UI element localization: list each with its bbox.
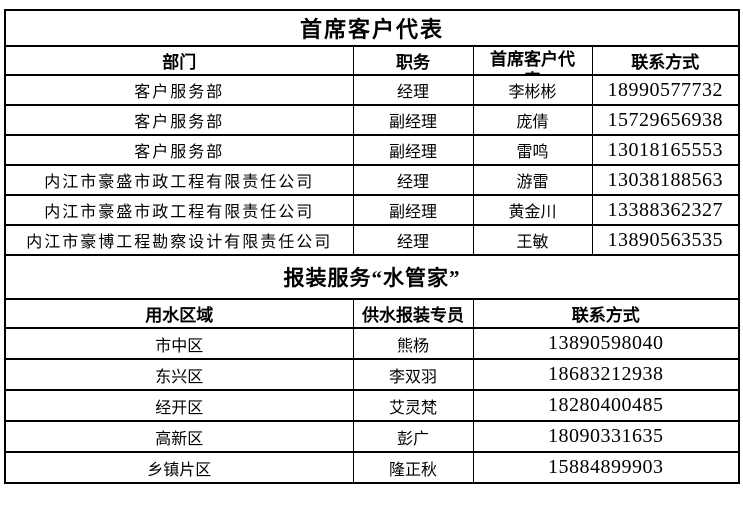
cell-phone: 18683212938 [472,359,740,390]
table-row: 客户服务部 经理 李彬彬 18990577732 [4,75,740,105]
cell-name: 黄金川 [472,195,593,225]
cell-name: 游雷 [472,165,593,195]
table-row: 东兴区 李双羽 18683212938 [4,359,740,390]
cell-name: 雷鸣 [472,135,593,165]
cell-position: 经理 [352,165,474,195]
table-row: 客户服务部 副经理 雷鸣 13018165553 [4,135,740,165]
cell-phone: 18990577732 [591,75,740,105]
cell-department: 内江市豪博工程勘察设计有限责任公司 [4,225,354,255]
table-row: 市中区 熊杨 13890598040 [4,328,740,359]
header-department: 部门 [4,46,354,75]
table1-header-row: 部门 职务 首席客户代表 联系方式 [4,46,740,75]
cell-phone: 13018165553 [591,135,740,165]
table-row: 客户服务部 副经理 庞倩 15729656938 [4,105,740,135]
cell-name: 庞倩 [472,105,593,135]
table-row: 内江市豪盛市政工程有限责任公司 副经理 黄金川 13388362327 [4,195,740,225]
cell-position: 副经理 [352,105,474,135]
cell-name: 李双羽 [352,359,474,390]
cell-phone: 13890598040 [472,328,740,359]
cell-area: 高新区 [4,421,354,452]
header-position: 职务 [352,46,474,75]
cell-name: 隆正秋 [352,452,474,483]
cell-name: 彭广 [352,421,474,452]
table2-title-row: 报装服务“水管家” [4,255,740,299]
table-row: 高新区 彭广 18090331635 [4,421,740,452]
cell-position: 经理 [352,75,474,105]
cell-department: 客户服务部 [4,75,354,105]
cell-phone: 15729656938 [591,105,740,135]
table-row: 经开区 艾灵梵 18280400485 [4,390,740,421]
cell-area: 东兴区 [4,359,354,390]
cell-phone: 13388362327 [591,195,740,225]
cell-phone: 18280400485 [472,390,740,421]
cell-name: 李彬彬 [472,75,593,105]
cell-name: 艾灵梵 [352,390,474,421]
table-row: 内江市豪盛市政工程有限责任公司 经理 游雷 13038188563 [4,165,740,195]
cell-department: 客户服务部 [4,135,354,165]
cell-phone: 13890563535 [591,225,740,255]
cell-position: 经理 [352,225,474,255]
header-contact: 联系方式 [591,46,740,75]
header-water-area: 用水区域 [4,299,354,328]
cell-phone: 13038188563 [591,165,740,195]
header-chief-rep: 首席客户代表 [472,46,593,75]
cell-name: 王敏 [472,225,593,255]
cell-area: 市中区 [4,328,354,359]
customer-service-contact-table: 首席客户代表 部门 职务 首席客户代表 联系方式 客户服务部 经理 李彬彬 18… [4,9,741,484]
cell-position: 副经理 [352,135,474,165]
table2-title: 报装服务“水管家” [4,255,740,299]
cell-department: 客户服务部 [4,105,354,135]
cell-department: 内江市豪盛市政工程有限责任公司 [4,165,354,195]
cell-phone: 18090331635 [472,421,740,452]
table1-title-row: 首席客户代表 [4,10,740,46]
cell-position: 副经理 [352,195,474,225]
table-row: 乡镇片区 隆正秋 15884899903 [4,452,740,483]
table1-title: 首席客户代表 [4,10,740,46]
cell-name: 熊杨 [352,328,474,359]
cell-phone: 15884899903 [472,452,740,483]
table2-header-row: 用水区域 供水报装专员 联系方式 [4,299,740,328]
cell-area: 乡镇片区 [4,452,354,483]
header-contact-2: 联系方式 [472,299,740,328]
table-row: 内江市豪博工程勘察设计有限责任公司 经理 王敏 13890563535 [4,225,740,255]
cell-area: 经开区 [4,390,354,421]
header-installation-specialist: 供水报装专员 [352,299,474,328]
cell-department: 内江市豪盛市政工程有限责任公司 [4,195,354,225]
header-chief-rep-text: 首席客户代表 [490,50,575,74]
